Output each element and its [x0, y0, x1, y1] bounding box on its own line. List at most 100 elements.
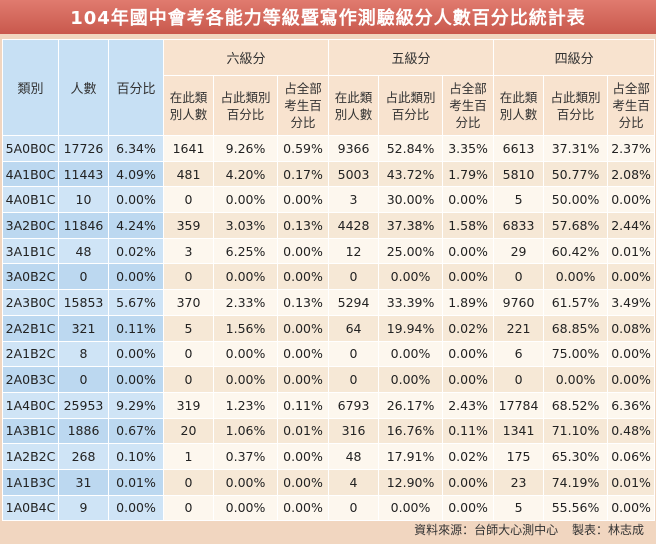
value-cell: 0.00%: [276, 314, 330, 342]
value-cell: 20: [163, 417, 214, 445]
value-cell: 1.58%: [442, 212, 495, 239]
value-cell: 12: [328, 237, 380, 265]
table-row: 4A1B0C 11443 4.09% 481 4.20% 0.17% 5003 43.72% 1…: [2, 160, 656, 188]
statistics-table: 類別 人數 百分比 六級分 五級分 四級分 在此類 別人數 占此類別 百分比 占全部 考生…: [2, 39, 656, 522]
value-cell: 0.00%: [378, 340, 444, 368]
value-cell: 221: [493, 314, 545, 342]
value-cell: 0: [163, 186, 214, 214]
value-cell: 9.29%: [108, 391, 164, 419]
value-cell: 15853: [58, 289, 109, 316]
value-cell: 0: [493, 263, 545, 291]
value-cell: 0.00%: [543, 366, 609, 393]
value-cell: 6613: [493, 135, 545, 162]
value-cell: 1341: [493, 417, 545, 445]
value-cell: 5: [163, 314, 214, 342]
value-cell: 0: [163, 468, 214, 496]
value-cell: 6793: [328, 391, 380, 419]
value-cell: 0: [328, 494, 380, 522]
category-cell: 2A1B2C: [2, 340, 59, 368]
value-cell: 0.01%: [108, 468, 164, 496]
footer-source: 資料來源：台師大心測中心: [414, 523, 559, 537]
value-cell: 68.52%: [543, 391, 609, 419]
value-cell: 5810: [493, 160, 545, 188]
value-cell: 0: [328, 340, 380, 368]
value-cell: 0.02%: [442, 314, 495, 342]
value-cell: 16.76%: [378, 417, 444, 445]
value-cell: 48: [58, 237, 109, 265]
category-cell: 4A0B1C: [2, 186, 59, 214]
table-row: 2A3B0C 15853 5.67% 370 2.33% 0.13% 5294 33.39% 1…: [2, 289, 656, 316]
subheader-sub3: 占全部 考生百 分比: [442, 75, 495, 136]
subheader-sub1: 在此類 別人數: [328, 75, 380, 136]
value-cell: 0.06%: [607, 443, 656, 470]
value-cell: 0.00%: [607, 263, 656, 291]
value-cell: 33.39%: [378, 289, 444, 316]
value-cell: 0: [163, 366, 214, 393]
header-group-4: 四級分: [493, 39, 656, 76]
table-row: 1A3B1C 1886 0.67% 20 1.06% 0.01% 316 16.76% 0.11…: [2, 417, 656, 445]
value-cell: 75.00%: [543, 340, 609, 368]
value-cell: 5294: [328, 289, 380, 316]
value-cell: 0.02%: [442, 443, 495, 470]
value-cell: 6833: [493, 212, 545, 239]
value-cell: 1: [163, 443, 214, 470]
table-row: 5A0B0C 17726 6.34% 1641 9.26% 0.59% 9366 52.84%…: [2, 135, 656, 162]
value-cell: 0: [163, 340, 214, 368]
value-cell: 3.35%: [442, 135, 495, 162]
header-percent: 百分比: [108, 39, 164, 136]
category-cell: 2A3B0C: [2, 289, 59, 316]
footer-credits: 資料來源：台師大心測中心 製表：林志成: [404, 521, 644, 538]
value-cell: 8: [58, 340, 109, 368]
subheader-sub3: 占全部 考生百 分比: [276, 75, 330, 136]
value-cell: 0: [163, 263, 214, 291]
value-cell: 0.00%: [442, 263, 495, 291]
value-cell: 0.00%: [442, 494, 495, 522]
value-cell: 31: [58, 468, 109, 496]
header-group-6: 六級分: [162, 39, 330, 76]
value-cell: 17726: [58, 135, 109, 162]
value-cell: 0.00%: [108, 494, 164, 522]
value-cell: 19.94%: [378, 314, 444, 342]
value-cell: 0.13%: [276, 289, 330, 316]
category-cell: 3A0B2C: [2, 263, 59, 291]
value-cell: 0.11%: [442, 417, 495, 445]
value-cell: 0.00%: [276, 186, 330, 214]
value-cell: 1641: [163, 135, 214, 162]
subheader-sub1: 在此類 別人數: [163, 75, 214, 136]
value-cell: 0.00%: [607, 494, 656, 522]
value-cell: 64: [328, 314, 380, 342]
value-cell: 71.10%: [543, 417, 609, 445]
table-row: 1A0B4C 9 0.00% 0 0.00% 0.00% 0 0.00% 0.00% 5 55.56…: [2, 494, 656, 522]
category-cell: 1A1B3C: [2, 468, 59, 496]
value-cell: 0.00%: [276, 468, 330, 496]
value-cell: 0.00%: [442, 340, 495, 368]
value-cell: 0.00%: [108, 186, 164, 214]
value-cell: 2.37%: [607, 135, 656, 162]
value-cell: 9760: [493, 289, 545, 316]
category-cell: 1A2B2C: [2, 443, 59, 470]
value-cell: 0.00%: [378, 494, 444, 522]
value-cell: 0.00%: [378, 263, 444, 291]
value-cell: 6.34%: [108, 135, 164, 162]
value-cell: 0.00%: [276, 340, 330, 368]
table-row: 3A0B2C 0 0.00% 0 0.00% 0.00% 0 0.00% 0.00% 0 0.00%…: [2, 263, 656, 291]
value-cell: 68.85%: [543, 314, 609, 342]
table-row: 2A2B1C 321 0.11% 5 1.56% 0.00% 64 19.94% 0.02% 22…: [2, 314, 656, 342]
value-cell: 74.19%: [543, 468, 609, 496]
value-cell: 0.00%: [276, 237, 330, 265]
value-cell: 0: [58, 366, 109, 393]
value-cell: 37.31%: [543, 135, 609, 162]
value-cell: 43.72%: [378, 160, 444, 188]
value-cell: 319: [163, 391, 214, 419]
category-cell: 2A0B3C: [2, 366, 59, 393]
value-cell: 0.00%: [213, 340, 278, 368]
value-cell: 37.38%: [378, 212, 444, 239]
value-cell: 3.03%: [213, 212, 278, 239]
value-cell: 17784: [493, 391, 545, 419]
value-cell: 0.00%: [108, 366, 164, 393]
value-cell: 0.00%: [607, 186, 656, 214]
value-cell: 0.00%: [213, 494, 278, 522]
value-cell: 0.00%: [276, 443, 330, 470]
value-cell: 6.36%: [607, 391, 656, 419]
value-cell: 3: [163, 237, 214, 265]
